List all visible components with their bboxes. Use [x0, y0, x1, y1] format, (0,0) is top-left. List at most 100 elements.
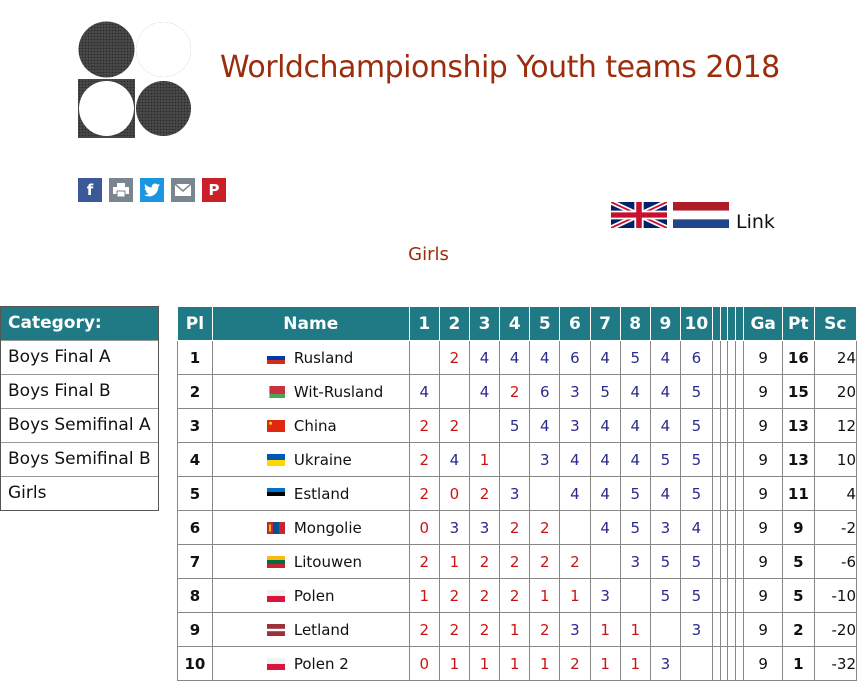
score-total-cell: -32	[813, 646, 857, 681]
score-cell: 4	[619, 442, 651, 477]
score-cell: 3	[619, 544, 651, 579]
team-name[interactable]: Polen	[293, 586, 335, 605]
score-cell: 1	[559, 578, 591, 613]
poland-flag-icon	[266, 656, 285, 670]
blank-cell	[719, 340, 729, 375]
score-cell: 3	[589, 578, 621, 613]
twitter-icon[interactable]	[140, 178, 164, 202]
score-cell: 2	[408, 442, 440, 477]
score-cell: 1	[499, 612, 531, 647]
score-cell: 1	[408, 578, 440, 613]
category-item-boys-final-b[interactable]: Boys Final B	[1, 374, 158, 408]
header-round-5: 5	[529, 306, 561, 341]
pinterest-icon[interactable]: P	[202, 178, 226, 202]
blank-cell	[735, 578, 745, 613]
table-row: 10 Polen 2 0 1 1 1 1 2 1 1 3 9 1 -32	[177, 646, 857, 681]
points-cell: 13	[782, 408, 815, 443]
score-cell: 1	[438, 544, 470, 579]
category-item-boys-semifinal-a[interactable]: Boys Semifinal A	[1, 408, 158, 442]
score-cell: 0	[408, 646, 440, 681]
score-cell: 0	[408, 510, 440, 545]
name-cell: Estland	[211, 476, 410, 511]
lithuania-flag-icon	[266, 554, 285, 568]
blank-cell	[719, 646, 729, 681]
header-score: Sc	[813, 306, 857, 341]
score-cell	[619, 578, 651, 613]
place-cell: 10	[177, 646, 213, 681]
category-item-girls[interactable]: Girls	[1, 476, 158, 510]
points-cell: 11	[782, 476, 815, 511]
score-cell: 4	[499, 340, 531, 375]
blank-cell	[711, 476, 721, 511]
print-icon[interactable]	[109, 178, 133, 202]
score-total-cell: 20	[813, 374, 857, 409]
score-cell: 5	[679, 476, 713, 511]
name-cell: Ukraine	[211, 442, 410, 477]
netherlands-flag-icon[interactable]	[673, 202, 729, 228]
category-sidebar: Category: Boys Final A Boys Final B Boys…	[0, 306, 159, 511]
blank-cell	[711, 544, 721, 579]
blank-cell	[719, 374, 729, 409]
team-name[interactable]: Ukraine	[293, 450, 352, 469]
blank-cell	[727, 544, 737, 579]
blank-cell	[735, 612, 745, 647]
blank-cell	[719, 612, 729, 647]
team-name[interactable]: Litouwen	[293, 552, 362, 571]
score-cell: 4	[468, 340, 501, 375]
score-cell: 1	[529, 578, 561, 613]
games-cell: 9	[743, 646, 784, 681]
facebook-icon[interactable]: f	[78, 178, 102, 202]
estonia-flag-icon	[266, 486, 285, 500]
points-cell: 2	[782, 612, 815, 647]
score-total-cell: -6	[813, 544, 857, 579]
language-link[interactable]: Link	[736, 211, 775, 233]
team-name[interactable]: Rusland	[293, 348, 354, 367]
team-name[interactable]: Wit-Rusland	[293, 382, 384, 401]
place-cell: 5	[177, 476, 213, 511]
table-row: 7 Litouwen 2 1 2 2 2 2 3 5 5 9 5 -6	[177, 544, 857, 579]
team-name[interactable]: Letland	[293, 620, 350, 639]
place-cell: 3	[177, 408, 213, 443]
place-cell: 4	[177, 442, 213, 477]
blank-cell	[735, 408, 745, 443]
blank-cell	[735, 374, 745, 409]
team-name[interactable]: Mongolie	[293, 518, 362, 537]
blank-cell	[719, 544, 729, 579]
email-icon[interactable]	[171, 178, 195, 202]
points-cell: 1	[782, 646, 815, 681]
blank-cell	[711, 408, 721, 443]
score-cell: 3	[649, 510, 681, 545]
score-cell: 1	[529, 646, 561, 681]
blank-cell	[727, 340, 737, 375]
uk-flag-icon[interactable]	[611, 202, 667, 228]
team-name[interactable]: China	[293, 416, 337, 435]
score-cell: 5	[619, 340, 651, 375]
score-cell: 2	[408, 476, 440, 511]
poland-flag-icon	[266, 588, 285, 602]
header-round-4: 4	[499, 306, 531, 341]
blank-cell	[727, 612, 737, 647]
games-cell: 9	[743, 374, 784, 409]
score-cell: 6	[529, 374, 561, 409]
score-cell: 1	[468, 646, 501, 681]
score-cell: 1	[499, 646, 531, 681]
category-item-boys-semifinal-b[interactable]: Boys Semifinal B	[1, 442, 158, 476]
blank-cell	[735, 442, 745, 477]
score-cell: 3	[468, 510, 501, 545]
score-cell: 2	[408, 544, 440, 579]
score-cell: 5	[589, 374, 621, 409]
score-cell: 2	[438, 612, 470, 647]
blank-cell	[719, 442, 729, 477]
score-cell: 1	[619, 612, 651, 647]
score-cell: 3	[559, 408, 591, 443]
category-item-boys-final-a[interactable]: Boys Final A	[1, 340, 158, 374]
score-total-cell: 4	[813, 476, 857, 511]
score-total-cell: -2	[813, 510, 857, 545]
team-name[interactable]: Polen 2	[293, 654, 349, 673]
score-cell: 2	[499, 374, 531, 409]
score-cell: 5	[649, 578, 681, 613]
team-name[interactable]: Estland	[293, 484, 350, 503]
score-cell: 4	[589, 476, 621, 511]
score-cell: 2	[438, 408, 470, 443]
blank-cell	[711, 340, 721, 375]
